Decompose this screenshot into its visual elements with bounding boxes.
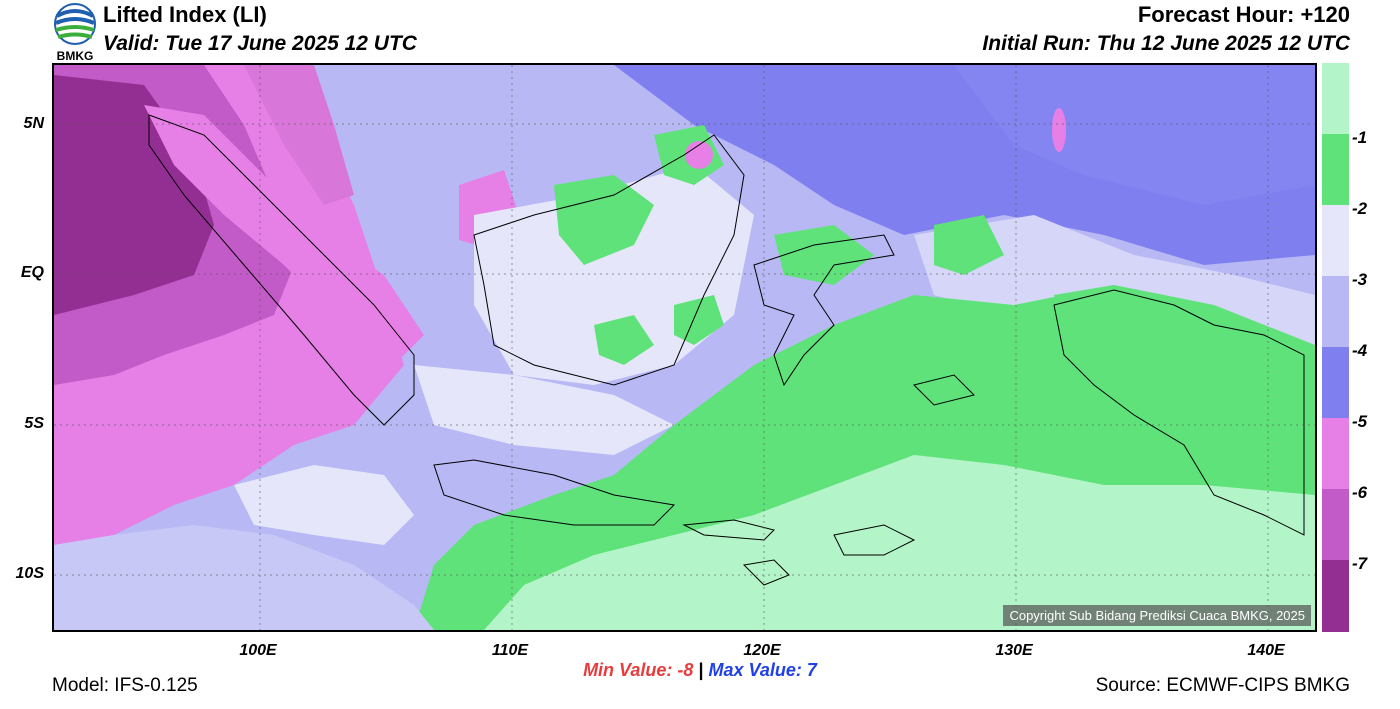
min-value-label: Min Value: [583,660,673,680]
min-max-separator: | [698,660,704,680]
legend-label: -7 [1352,554,1368,573]
lat-label-10s: 10S [15,565,44,582]
max-value: 7 [806,660,817,680]
min-value: -8 [677,660,694,680]
copyright-notice: Copyright Sub Bidang Prediksi Cuaca BMKG… [1003,605,1311,626]
borneo-outline [473,134,745,386]
sumatra-outline [148,114,415,426]
legend-label: -3 [1352,270,1368,289]
legend-swatch [1322,560,1349,632]
forecast-hour: Forecast Hour: +120 [1137,2,1350,27]
legend-label: -2 [1352,199,1368,218]
source-info: Source: ECMWF-CIPS BMKG [1095,675,1350,696]
lifted-index-map: Copyright Sub Bidang Prediksi Cuaca BMKG… [52,63,1317,632]
map-canvas [54,65,1315,630]
lon-label-100e: 100E [239,642,277,659]
maluku-outline [913,374,975,406]
lat-label-5n: 5N [23,115,44,132]
model-info: Model: IFS-0.125 [52,675,198,696]
legend-swatch [1322,63,1349,134]
java-outline [433,459,676,526]
valid-time: Valid: Tue 17 June 2025 12 UTC [103,32,417,55]
logo-text: BMKG [57,49,94,62]
nusa-tenggara-outline [682,519,775,541]
legend-swatch [1322,134,1349,205]
initial-run: Initial Run: Thu 12 June 2025 12 UTC [982,32,1350,55]
timor-outline [833,524,916,556]
bmkg-logo: BMKG [52,2,98,63]
lat-label-eq: EQ [20,264,44,281]
lon-label-140e: 140E [1247,642,1285,659]
legend-swatch [1322,205,1349,276]
sulawesi-outline [753,234,895,387]
sumba-outline [742,559,790,586]
legend-swatch [1322,347,1349,418]
lon-label-110e: 110E [491,642,529,659]
lat-label-5s: 5S [24,415,44,432]
legend-label: -6 [1352,483,1368,502]
legend-label: -4 [1352,341,1368,360]
lon-label-130e: 130E [995,642,1033,659]
legend-swatch [1322,489,1349,560]
legend-label: -5 [1352,412,1368,431]
legend-label: -1 [1352,128,1368,147]
legend-swatch [1322,276,1349,347]
min-max-values: Min Value: -8 | Max Value: 7 [0,660,1400,681]
lon-label-120e: 120E [743,642,781,659]
page-title: Lifted Index (LI) [103,2,267,27]
papua-outline [1053,289,1305,536]
legend-colorbar [1322,63,1349,632]
legend-swatch [1322,418,1349,489]
max-value-label: Max Value: [708,660,802,680]
